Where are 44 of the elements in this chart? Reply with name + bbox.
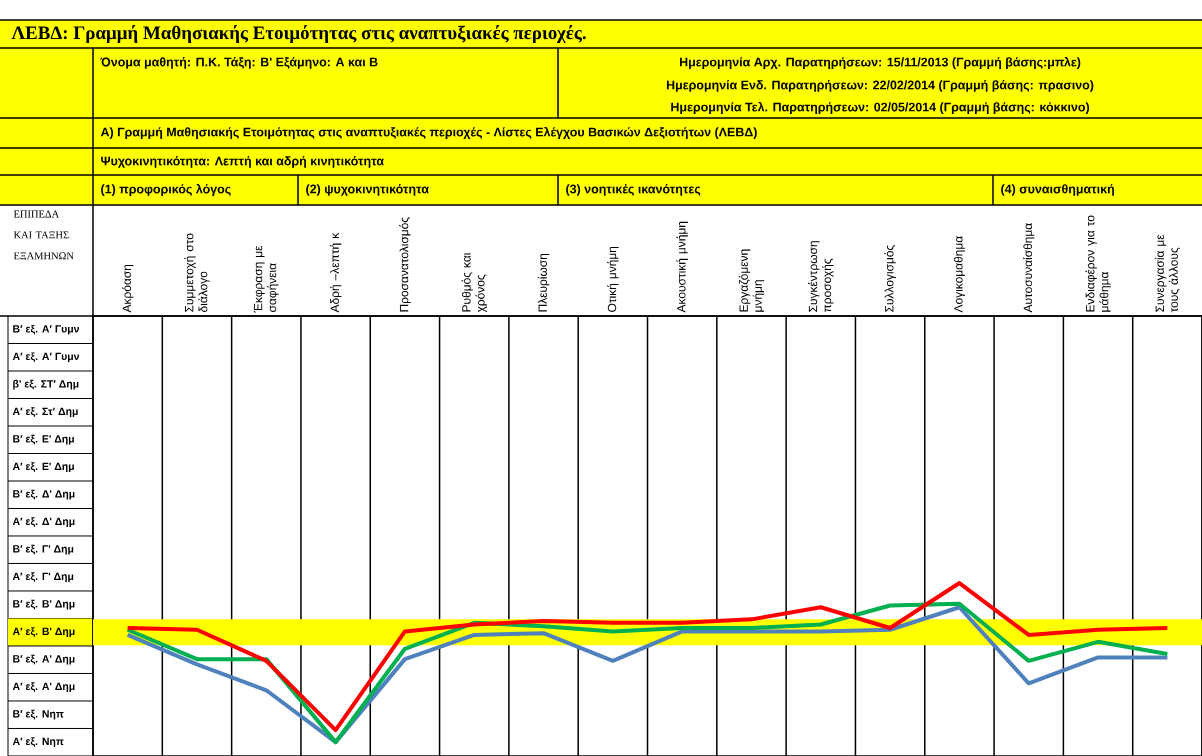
text: Α′ εξ. Γ' Δημ (12, 572, 74, 583)
text: Β′ εξ. Γ' Δημ (13, 544, 74, 555)
x-tick-label: Οτική μνήμη (607, 246, 619, 312)
text: Ψυχοκινητικότητα: Λεπτή και αδρή κινητικότητα (101, 156, 384, 168)
x-tick-label: Συγκέντρωση προσοχής (808, 241, 834, 312)
text: Β′ εξ. Δ' Δημ (13, 489, 75, 500)
text: Α′ εξ. Α′ Γυμν (12, 352, 79, 363)
x-tick-label: Ενδιαφέρον για το μάθημα (1085, 215, 1111, 312)
x-tick-label: Ακουστική μνήμη (676, 221, 688, 313)
text: Α′ εξ. Ε' Δημ (12, 462, 74, 473)
text: Β′ εξ. Α' Δημ (13, 654, 75, 665)
text: (1) προφορικός λόγος (101, 184, 231, 196)
x-tick-label: Έκφραση με σαφήνεια (253, 245, 279, 313)
text: Ημερομηνία Τελ. Παρατηρήσεων: 02/05/2014 (Γραμμή βάσης: κόκκινο) (671, 102, 1090, 114)
text: Β′ εξ. Β' Δημ (13, 599, 75, 610)
x-tick-label: Αυτοσυναίσθημα (1023, 223, 1035, 313)
x-tick-label: Ακρόαση (121, 264, 134, 313)
text: Β′ εξ. Ε' Δημ (13, 434, 74, 445)
text: β' εξ. ΣΤ′ Δημ (13, 379, 79, 390)
x-tick-label: Ρυθμός και χρόνος (461, 252, 487, 313)
text: Β′ εξ. Α′ Γυμν (13, 324, 79, 335)
text: Α′ εξ. Νηπ (12, 737, 64, 748)
text: Α′ εξ. Δ' Δημ (12, 517, 75, 528)
text: ΕΠΙΠΕΔΑ ΚΑΙ ΤΑΞΗΣ ΕΞΑΜΗΝΩΝ (13, 210, 74, 260)
text: Α′ εξ. Β' Δημ (12, 627, 75, 638)
x-tick-label: Προσανατολισμός (399, 217, 411, 312)
text: (4) συναισθηματική (1001, 184, 1114, 196)
x-tick-label: Πλευρίωση (537, 253, 550, 312)
x-tick-label: Εργαζόμενη μνήμη (738, 249, 765, 312)
text: Α′ εξ. Στ′ Δημ (12, 407, 78, 418)
text: Α) Γραμμή Μαθησιακής Ετοιμότητας στις αναπτυξιακές περιοχές - Λίστες Ελέγχου Βασικών Δεξιοτήτων (ΛΕΒΔ) (100, 127, 757, 139)
text: Α′ εξ. Α' Δημ (12, 682, 75, 693)
chart-title: ΛΕΒΔ: Γραμμή Μαθησιακής Ετοιμότητας στις αναπτυξιακές περιοχές. (11, 24, 586, 44)
x-tick-label: Αδρή –λεπτή κ (329, 232, 342, 313)
text: Β′ εξ. Νηπ (13, 709, 64, 720)
x-tick-label: Συμμετοχή στο διάλογο (184, 233, 210, 312)
x-tick-label: Λογικομαθημα (953, 236, 965, 313)
text: (3) νοητικές ικανότητες (566, 184, 701, 196)
text: Ημερομηνία Αρχ. Παρατηρήσεων: 15/11/2013 (Γραμμή βάσης:μπλε) (679, 57, 1081, 69)
text: Όνομα μαθητή: Π.Κ. Τάξη: Β' Εξάμηνο: Α και Β (100, 57, 378, 69)
text: Ημερομηνία Ενδ. Παρατηρήσεων: 22/02/2014 (Γραμμή βάσης: πρασινο) (666, 80, 1094, 92)
x-tick-label: Συνεργασία με τους άλλους (1154, 234, 1180, 313)
text: (2) ψυχοκινητικότητα (306, 184, 429, 196)
x-tick-label: Συλλογισμός (884, 245, 896, 312)
